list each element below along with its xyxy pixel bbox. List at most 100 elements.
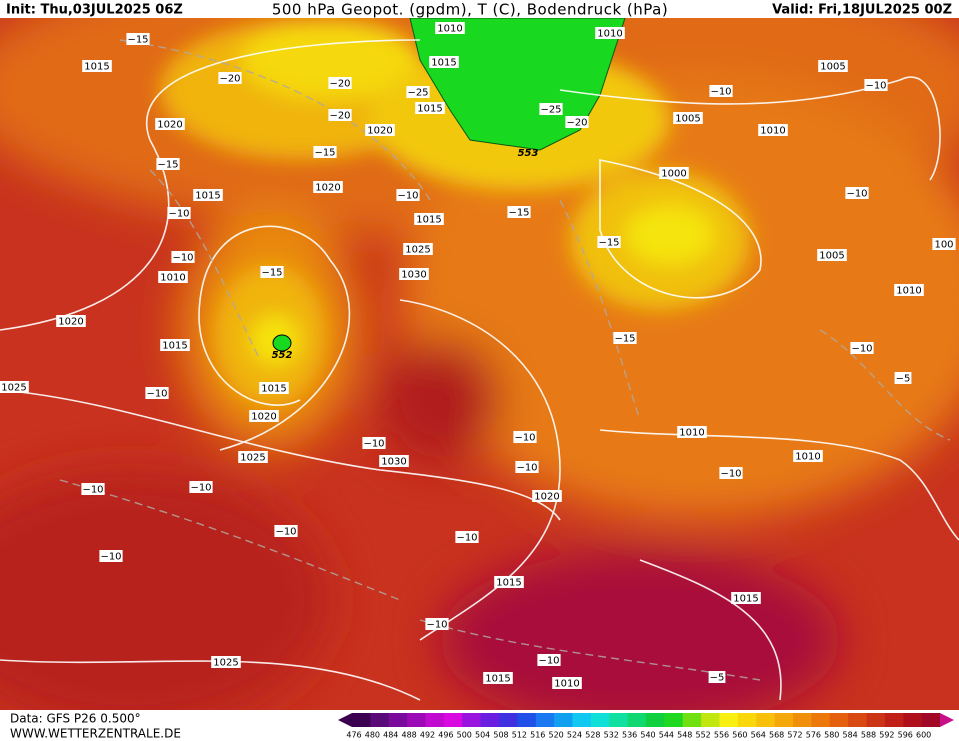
temperature-label: −15 (261, 268, 282, 279)
colorbar-label: 492 (420, 731, 435, 740)
isobar-label: 1010 (760, 126, 785, 137)
isobar-label: 1000 (661, 169, 686, 180)
isobar-label-box (532, 490, 562, 502)
isobar-label-box (595, 27, 625, 39)
isobar-label-box (82, 60, 112, 72)
website: WWW.WETTERZENTRALE.DE (10, 727, 181, 741)
colorbar-label: 500 (457, 731, 472, 740)
isobar-label-box (158, 271, 188, 283)
colorbar-swatch (480, 713, 500, 727)
temperature-label: −20 (329, 111, 350, 122)
temperature-label-box (99, 550, 123, 562)
colorbar-label: 560 (732, 731, 747, 740)
temperature-label: −10 (100, 552, 121, 563)
isobar-label-box (403, 243, 433, 255)
isobar-label-box (932, 238, 956, 250)
colorbar-swatch (682, 713, 702, 727)
temperature-label: −20 (219, 74, 240, 85)
temperature-label: −10 (514, 433, 535, 444)
colorbar-swatch (884, 713, 904, 727)
isobar-label: 1015 (84, 62, 109, 73)
temperature-label-box (539, 103, 563, 115)
isobar-label-box (677, 426, 707, 438)
isobar-label-box (399, 268, 429, 280)
isobar-label-box (429, 56, 459, 68)
isobar-label: 1025 (405, 245, 430, 256)
temperature-label: −10 (397, 191, 418, 202)
colorbar-swatch (352, 713, 371, 727)
temperature-label-box (328, 109, 352, 121)
isobar-label: 1005 (820, 62, 845, 73)
temperature-label-box (156, 158, 180, 170)
colorbar-label: 504 (475, 731, 490, 740)
temperature-label-box (719, 467, 743, 479)
colorbar-label: 528 (585, 731, 600, 740)
colorbar-arrow-left (338, 713, 352, 727)
colorbar-label: 576 (806, 731, 821, 740)
colorbar-swatch (554, 713, 573, 727)
isobar-label-box (211, 656, 241, 668)
colorbar-swatch (793, 713, 812, 727)
isobar-label-box (313, 181, 343, 193)
temperature-label: −25 (407, 88, 428, 99)
colorbar-label: 532 (604, 731, 619, 740)
isobar-label: 1020 (534, 492, 559, 503)
temperature-label: −10 (516, 463, 537, 474)
colorbar-label: 556 (714, 731, 729, 740)
temperature-label: −25 (540, 105, 561, 116)
temperature-label: −10 (846, 189, 867, 200)
isobar-label-box (673, 112, 703, 124)
colorbar-label: 584 (842, 731, 857, 740)
isobar-label: 1015 (261, 384, 286, 395)
temperature-label: −10 (865, 81, 886, 92)
height-label: 553 (518, 148, 539, 159)
temperature-label: −20 (566, 118, 587, 129)
temperature-label-box (171, 251, 195, 263)
colorbar-swatch (517, 713, 537, 727)
init-time: Init: Thu,03JUL2025 06Z (6, 3, 183, 18)
colorbar-swatch (664, 713, 684, 727)
colorbar-swatch (590, 713, 610, 727)
temperature-label-box (513, 431, 537, 443)
temperature-label-box (565, 116, 589, 128)
isobar-label: 1015 (162, 341, 187, 352)
temperature-label-box (425, 618, 449, 630)
isobar-label: 1005 (675, 114, 700, 125)
temperature-label-box (894, 372, 912, 384)
isobar-label: 1025 (1, 383, 26, 394)
map-title: 500 hPa Geopot. (gpdm), T (C), Bodendruc… (272, 1, 668, 19)
temperature-label: −10 (720, 469, 741, 480)
isobar-label: 1010 (679, 428, 704, 439)
isobar-label-box (259, 382, 289, 394)
isobar-label: 1010 (896, 286, 921, 297)
colorbar-label: 592 (879, 731, 894, 740)
isobar-label-box (552, 677, 582, 689)
colorbar-swatch (609, 713, 629, 727)
temperature-label-box (708, 671, 726, 683)
isobar-label: 1030 (381, 457, 406, 468)
isobar-label-box (414, 213, 444, 225)
temperature-label: −10 (146, 389, 167, 400)
temperature-label: −10 (168, 209, 189, 220)
temperature-label-box (81, 483, 105, 495)
temperature-label-box (864, 79, 888, 91)
temperature-label: −10 (82, 485, 103, 496)
isobar-label-box (659, 167, 689, 179)
colorbar-label: 580 (824, 731, 839, 740)
colorbar-swatch (499, 713, 518, 727)
colorbar-swatch (719, 713, 739, 727)
colorbar-label: 600 (916, 731, 931, 740)
header-bar (0, 0, 959, 18)
temperature-label: −10 (172, 253, 193, 264)
colorbar-swatch (535, 713, 555, 727)
isobar-label-box (379, 455, 409, 467)
isobar-label: 1015 (733, 594, 758, 605)
temperature-label-box (850, 342, 874, 354)
colorbar-label: 516 (530, 731, 545, 740)
valid-time: Valid: Fri,18JUL2025 00Z (772, 3, 952, 18)
colorbar-label: 548 (677, 731, 692, 740)
colorbar-swatch (425, 713, 445, 727)
colorbar-swatch (811, 713, 831, 727)
